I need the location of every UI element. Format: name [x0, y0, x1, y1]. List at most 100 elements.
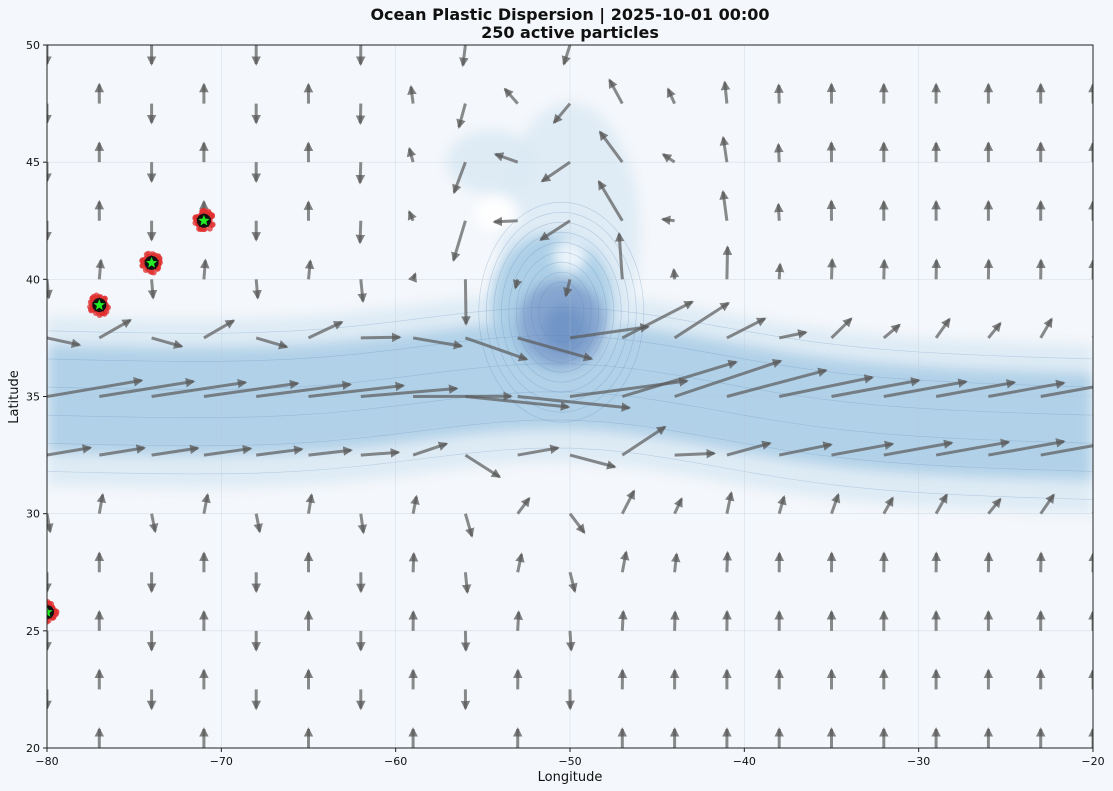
vector-arrow — [608, 78, 624, 105]
x-tick-label: −80 — [35, 755, 58, 768]
vector-arrow — [151, 444, 200, 457]
vector-arrow — [726, 367, 828, 398]
vector-arrow — [1040, 444, 1093, 457]
vector-arrow — [360, 384, 459, 398]
vector-arrow — [452, 161, 467, 195]
vector-arrow — [407, 209, 417, 222]
y-tick-label: 25 — [26, 625, 40, 638]
eddy-contour-line — [530, 271, 592, 353]
vector-arrow — [412, 336, 464, 350]
vector-arrow — [619, 550, 630, 573]
vector-arrow — [451, 220, 467, 263]
vector-arrow — [407, 84, 417, 104]
vector-arrow — [882, 496, 894, 515]
particle — [40, 606, 46, 612]
vector-arrow — [355, 220, 366, 245]
vector-arrow — [461, 279, 471, 326]
vector-arrow — [355, 162, 366, 185]
vector-arrow — [503, 87, 519, 105]
vector-arrow — [357, 279, 367, 304]
vector-arrow — [569, 323, 651, 340]
particle — [39, 608, 45, 614]
vector-arrow — [360, 332, 402, 343]
vector-arrow — [830, 492, 841, 515]
vector-arrow — [406, 146, 417, 163]
vector-arrow — [513, 610, 524, 631]
vector-arrow — [1039, 317, 1053, 339]
vector-arrow — [673, 497, 683, 515]
vector-arrow — [831, 440, 895, 457]
vector-arrow — [307, 320, 344, 340]
y-tick-label: 40 — [26, 273, 40, 286]
eddy-center — [542, 304, 587, 353]
vector-arrow — [561, 45, 572, 66]
particle — [148, 269, 155, 276]
vector-arrow — [1091, 335, 1093, 338]
vector-arrow — [598, 130, 624, 164]
vector-arrow — [722, 550, 733, 573]
vector-arrow — [253, 513, 263, 534]
vector-arrow — [674, 448, 717, 459]
vector-arrow — [99, 444, 147, 457]
vector-arrow — [777, 495, 787, 515]
particle — [196, 225, 203, 232]
current-vector-field — [47, 45, 1093, 748]
vector-arrow — [719, 135, 730, 163]
vector-arrow — [492, 216, 518, 227]
vector-arrow — [456, 103, 467, 130]
vector-arrow — [95, 258, 106, 280]
vector-arrow — [778, 329, 808, 340]
vector-arrow — [148, 513, 159, 534]
vector-arrow — [464, 453, 502, 479]
particle — [37, 606, 43, 612]
y-tick-label: 30 — [26, 508, 40, 521]
particle — [40, 607, 46, 613]
vector-arrow — [1092, 394, 1093, 397]
particle — [40, 614, 46, 620]
vector-arrow — [411, 45, 414, 46]
vector-arrow — [565, 630, 576, 652]
vector-arrow — [147, 279, 158, 300]
vector-arrow — [666, 87, 676, 105]
x-tick-label: −60 — [384, 755, 407, 768]
particle — [39, 610, 45, 616]
source-star — [47, 604, 55, 619]
source-star — [91, 297, 108, 312]
vector-arrow — [988, 438, 1066, 457]
vector-arrow — [719, 189, 729, 221]
vector-arrow — [774, 262, 785, 280]
particle — [47, 600, 48, 604]
vector-arrow — [618, 609, 628, 631]
eddy-contour-line — [478, 201, 645, 423]
particle — [93, 292, 100, 299]
vector-arrow — [563, 278, 573, 298]
vector-arrow — [47, 444, 93, 457]
vector-arrow — [203, 379, 300, 398]
vector-arrow — [827, 257, 837, 280]
vector-arrow — [360, 448, 401, 458]
vector-arrow — [96, 492, 107, 514]
vector-arrow — [988, 379, 1066, 398]
vector-arrow — [493, 152, 519, 164]
y-tick-label: 35 — [26, 391, 40, 404]
vector-arrow — [725, 45, 727, 46]
x-tick-label: −20 — [1081, 755, 1104, 768]
vector-arrow — [308, 446, 353, 457]
vector-arrow — [412, 441, 449, 457]
chart-title: Ocean Plastic Dispersion | 2025-10-01 00… — [370, 5, 769, 25]
vector-arrow — [408, 551, 419, 573]
particle-layer — [37, 207, 216, 625]
particle — [39, 614, 45, 620]
particle — [37, 607, 43, 613]
y-tick-label: 50 — [26, 39, 40, 52]
x-tick-label: −40 — [733, 755, 756, 768]
vector-arrow — [256, 445, 304, 457]
vector-arrow — [201, 493, 211, 514]
vector-arrow — [670, 552, 681, 573]
vector-arrow — [597, 179, 624, 222]
particle — [52, 611, 59, 618]
particle — [192, 219, 199, 226]
vector-arrow — [199, 258, 210, 280]
eddy-contour-line — [485, 211, 637, 413]
vector-arrow — [463, 513, 475, 538]
